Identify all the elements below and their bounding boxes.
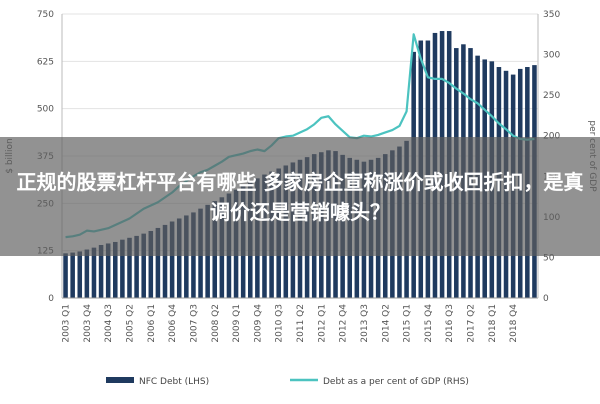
nfc-debt-bar <box>148 230 154 298</box>
nfc-debt-bar <box>134 235 139 298</box>
legend-swatch-nfc-debt <box>106 377 134 383</box>
x-tick-label: 2003 Q1 <box>62 304 72 343</box>
y-left-tick-label: 625 <box>37 57 54 67</box>
x-tick-label: 2009 Q1 <box>232 304 242 343</box>
nfc-debt-bar <box>141 233 146 298</box>
x-tick-label: 2011 Q2 <box>296 304 306 343</box>
x-tick-label: 2016 Q3 <box>445 304 455 343</box>
x-tick-label: 2008 Q2 <box>211 304 221 343</box>
y-left-tick-label: 500 <box>37 105 54 115</box>
nfc-debt-bar <box>176 218 182 298</box>
legend-label-nfc-debt: NFC Debt (LHS) <box>139 377 209 387</box>
x-tick-label: 2013 Q3 <box>360 304 370 343</box>
nfc-debt-bar <box>155 227 161 298</box>
x-tick-label: 2006 Q1 <box>147 304 157 343</box>
x-tick-label: 2005 Q2 <box>125 304 135 343</box>
nfc-debt-bar <box>105 243 111 298</box>
legend: NFC Debt (LHS) Debt as a per cent of GDP … <box>106 377 469 387</box>
nfc-debt-bar <box>70 252 75 298</box>
nfc-debt-bar <box>63 253 68 298</box>
y-right-tick-label: 350 <box>543 10 560 20</box>
x-tick-label: 2009 Q4 <box>253 304 263 343</box>
x-tick-label: 2004 Q3 <box>104 304 114 343</box>
x-tick-label: 2003 Q4 <box>83 304 93 343</box>
y-right-tick-label: 0 <box>543 294 549 304</box>
nfc-debt-bar <box>98 244 104 298</box>
nfc-debt-bar <box>77 251 83 298</box>
y-left-tick-label: 750 <box>37 10 54 20</box>
x-tick-label: 2017 Q2 <box>467 304 477 343</box>
x-tick-label: 2015 Q4 <box>424 304 434 343</box>
x-tick-label: 2018 Q4 <box>509 304 519 343</box>
nfc-debt-bar <box>169 221 175 298</box>
y-right-tick-label: 300 <box>543 51 560 61</box>
x-tick-label: 2015 Q1 <box>403 304 413 343</box>
nfc-debt-bar <box>120 239 125 298</box>
headline-overlay: 正规的股票杠杆平台有哪些 多家房企宣称涨价或收回折扣，是真调价还是营销噱头？ <box>0 137 600 256</box>
x-tick-label: 2010 Q3 <box>275 304 285 343</box>
x-tick-label: 2012 Q1 <box>317 304 327 343</box>
y-right-tick-label: 50 <box>543 253 555 263</box>
y-right-tick-label: 200 <box>543 132 560 142</box>
headline-text: 正规的股票杠杆平台有哪些 多家房企宣称涨价或收回折扣，是真调价还是营销噱头？ <box>16 169 584 224</box>
nfc-debt-bar <box>127 237 132 298</box>
y-right-tick-label: 250 <box>543 91 560 101</box>
nfc-debt-bar <box>113 241 118 298</box>
x-tick-label: 2014 Q2 <box>381 304 391 343</box>
x-tick-label: 2012 Q4 <box>339 304 349 343</box>
nfc-debt-bar <box>91 247 97 298</box>
y-left-tick-label: 0 <box>48 294 54 304</box>
nfc-debt-bar <box>162 224 168 298</box>
x-tick-label: 2006 Q4 <box>168 304 178 343</box>
nfc-debt-bar <box>84 249 90 298</box>
x-tick-label: 2018 Q1 <box>488 304 498 343</box>
x-tick-label: 2007 Q3 <box>189 304 199 343</box>
legend-label-debt-gdp: Debt as a per cent of GDP (RHS) <box>323 377 469 387</box>
nfc-debt-bar <box>184 215 189 298</box>
